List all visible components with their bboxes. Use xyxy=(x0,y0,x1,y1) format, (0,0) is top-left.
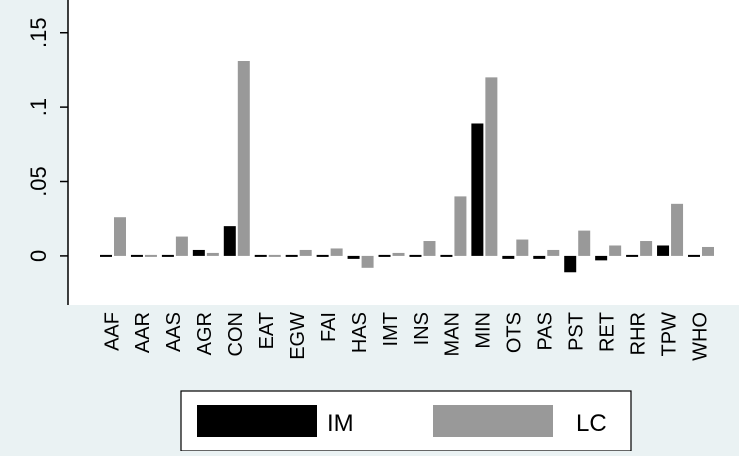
bar-lc-has xyxy=(361,255,374,268)
x-category-label: AAR xyxy=(132,312,154,353)
x-category-label: HAS xyxy=(349,312,371,353)
x-axis-labels: AAF AAR AAS AGR CON EAT EGW FAI HAS IMT INS MAN MIN O… xyxy=(101,312,711,361)
bar-lc-pst xyxy=(578,230,591,256)
bar-im-ins xyxy=(409,254,422,257)
x-category-label: TPW xyxy=(658,312,680,357)
legend-label-lc: LC xyxy=(576,410,607,437)
bar-im-egw xyxy=(285,254,298,257)
bar-lc-agr xyxy=(206,252,219,256)
plot-area xyxy=(68,0,739,305)
bar-im-ots xyxy=(502,255,515,259)
x-category-label: RET xyxy=(596,312,618,352)
bar-lc-egw xyxy=(299,249,312,256)
legend: IM LC xyxy=(180,390,632,452)
x-category-label: AGR xyxy=(194,312,216,355)
bar-im-tpw xyxy=(657,245,670,256)
legend-swatch-lc xyxy=(433,405,553,437)
bar-lc-pas xyxy=(547,249,560,256)
x-category-label: RHR xyxy=(627,312,649,355)
bar-lc-rhr xyxy=(640,241,653,256)
y-axis-ticks: 0 .05 .1 .15 xyxy=(26,17,68,262)
bar-im-man xyxy=(440,254,453,257)
x-category-label: PAS xyxy=(535,312,557,351)
x-category-label: IMT xyxy=(380,312,402,346)
bar-im-eat xyxy=(254,254,267,257)
legend-label-im: IM xyxy=(327,410,354,437)
x-category-label: EAT xyxy=(256,312,278,349)
bar-im-aar xyxy=(130,254,143,257)
bar-lc-man xyxy=(454,196,467,256)
bar-lc-min xyxy=(485,77,498,256)
x-category-label: AAS xyxy=(163,312,185,352)
bar-im-con xyxy=(223,226,236,256)
bar-lc-ins xyxy=(423,241,436,256)
bars-group xyxy=(100,61,714,273)
x-category-label: CON xyxy=(225,312,247,356)
bar-im-rhr xyxy=(626,254,639,257)
legend-swatch-im xyxy=(197,405,317,437)
bar-im-aas xyxy=(161,254,174,257)
x-category-label: EGW xyxy=(287,312,309,360)
bar-lc-imt xyxy=(392,252,405,256)
x-category-label: MIN xyxy=(473,312,495,349)
bar-lc-ret xyxy=(609,245,622,256)
y-tick-label: 0 xyxy=(26,250,51,262)
x-category-label: AAF xyxy=(101,312,123,351)
bar-im-aaf xyxy=(100,254,112,257)
bar-lc-eat xyxy=(268,254,281,257)
bar-im-who xyxy=(688,254,700,257)
x-category-label: INS xyxy=(411,312,433,345)
x-category-label: WHO xyxy=(689,312,711,361)
bar-lc-aas xyxy=(175,236,188,256)
bar-lc-aaf xyxy=(114,217,126,256)
x-category-label: FAI xyxy=(318,312,340,342)
bar-im-pas xyxy=(533,255,546,259)
x-category-label: MAN xyxy=(442,312,464,356)
bar-lc-con xyxy=(237,61,250,256)
bar-lc-aar xyxy=(144,254,157,257)
bar-im-has xyxy=(347,255,360,259)
y-tick-label: .15 xyxy=(26,17,51,48)
bar-im-min xyxy=(471,123,484,256)
bar-im-agr xyxy=(192,249,205,256)
bar-lc-who xyxy=(702,246,714,256)
bar-im-ret xyxy=(595,255,608,261)
bar-im-imt xyxy=(378,254,391,257)
bar-im-pst xyxy=(564,255,577,273)
bar-im-fai xyxy=(316,254,329,257)
y-tick-label: .1 xyxy=(26,98,51,116)
y-tick-label: .05 xyxy=(26,166,51,197)
bar-lc-ots xyxy=(516,239,529,256)
x-category-label: PST xyxy=(565,312,587,351)
bar-lc-tpw xyxy=(671,203,684,256)
x-category-label: OTS xyxy=(504,312,526,353)
bar-lc-fai xyxy=(330,248,343,256)
